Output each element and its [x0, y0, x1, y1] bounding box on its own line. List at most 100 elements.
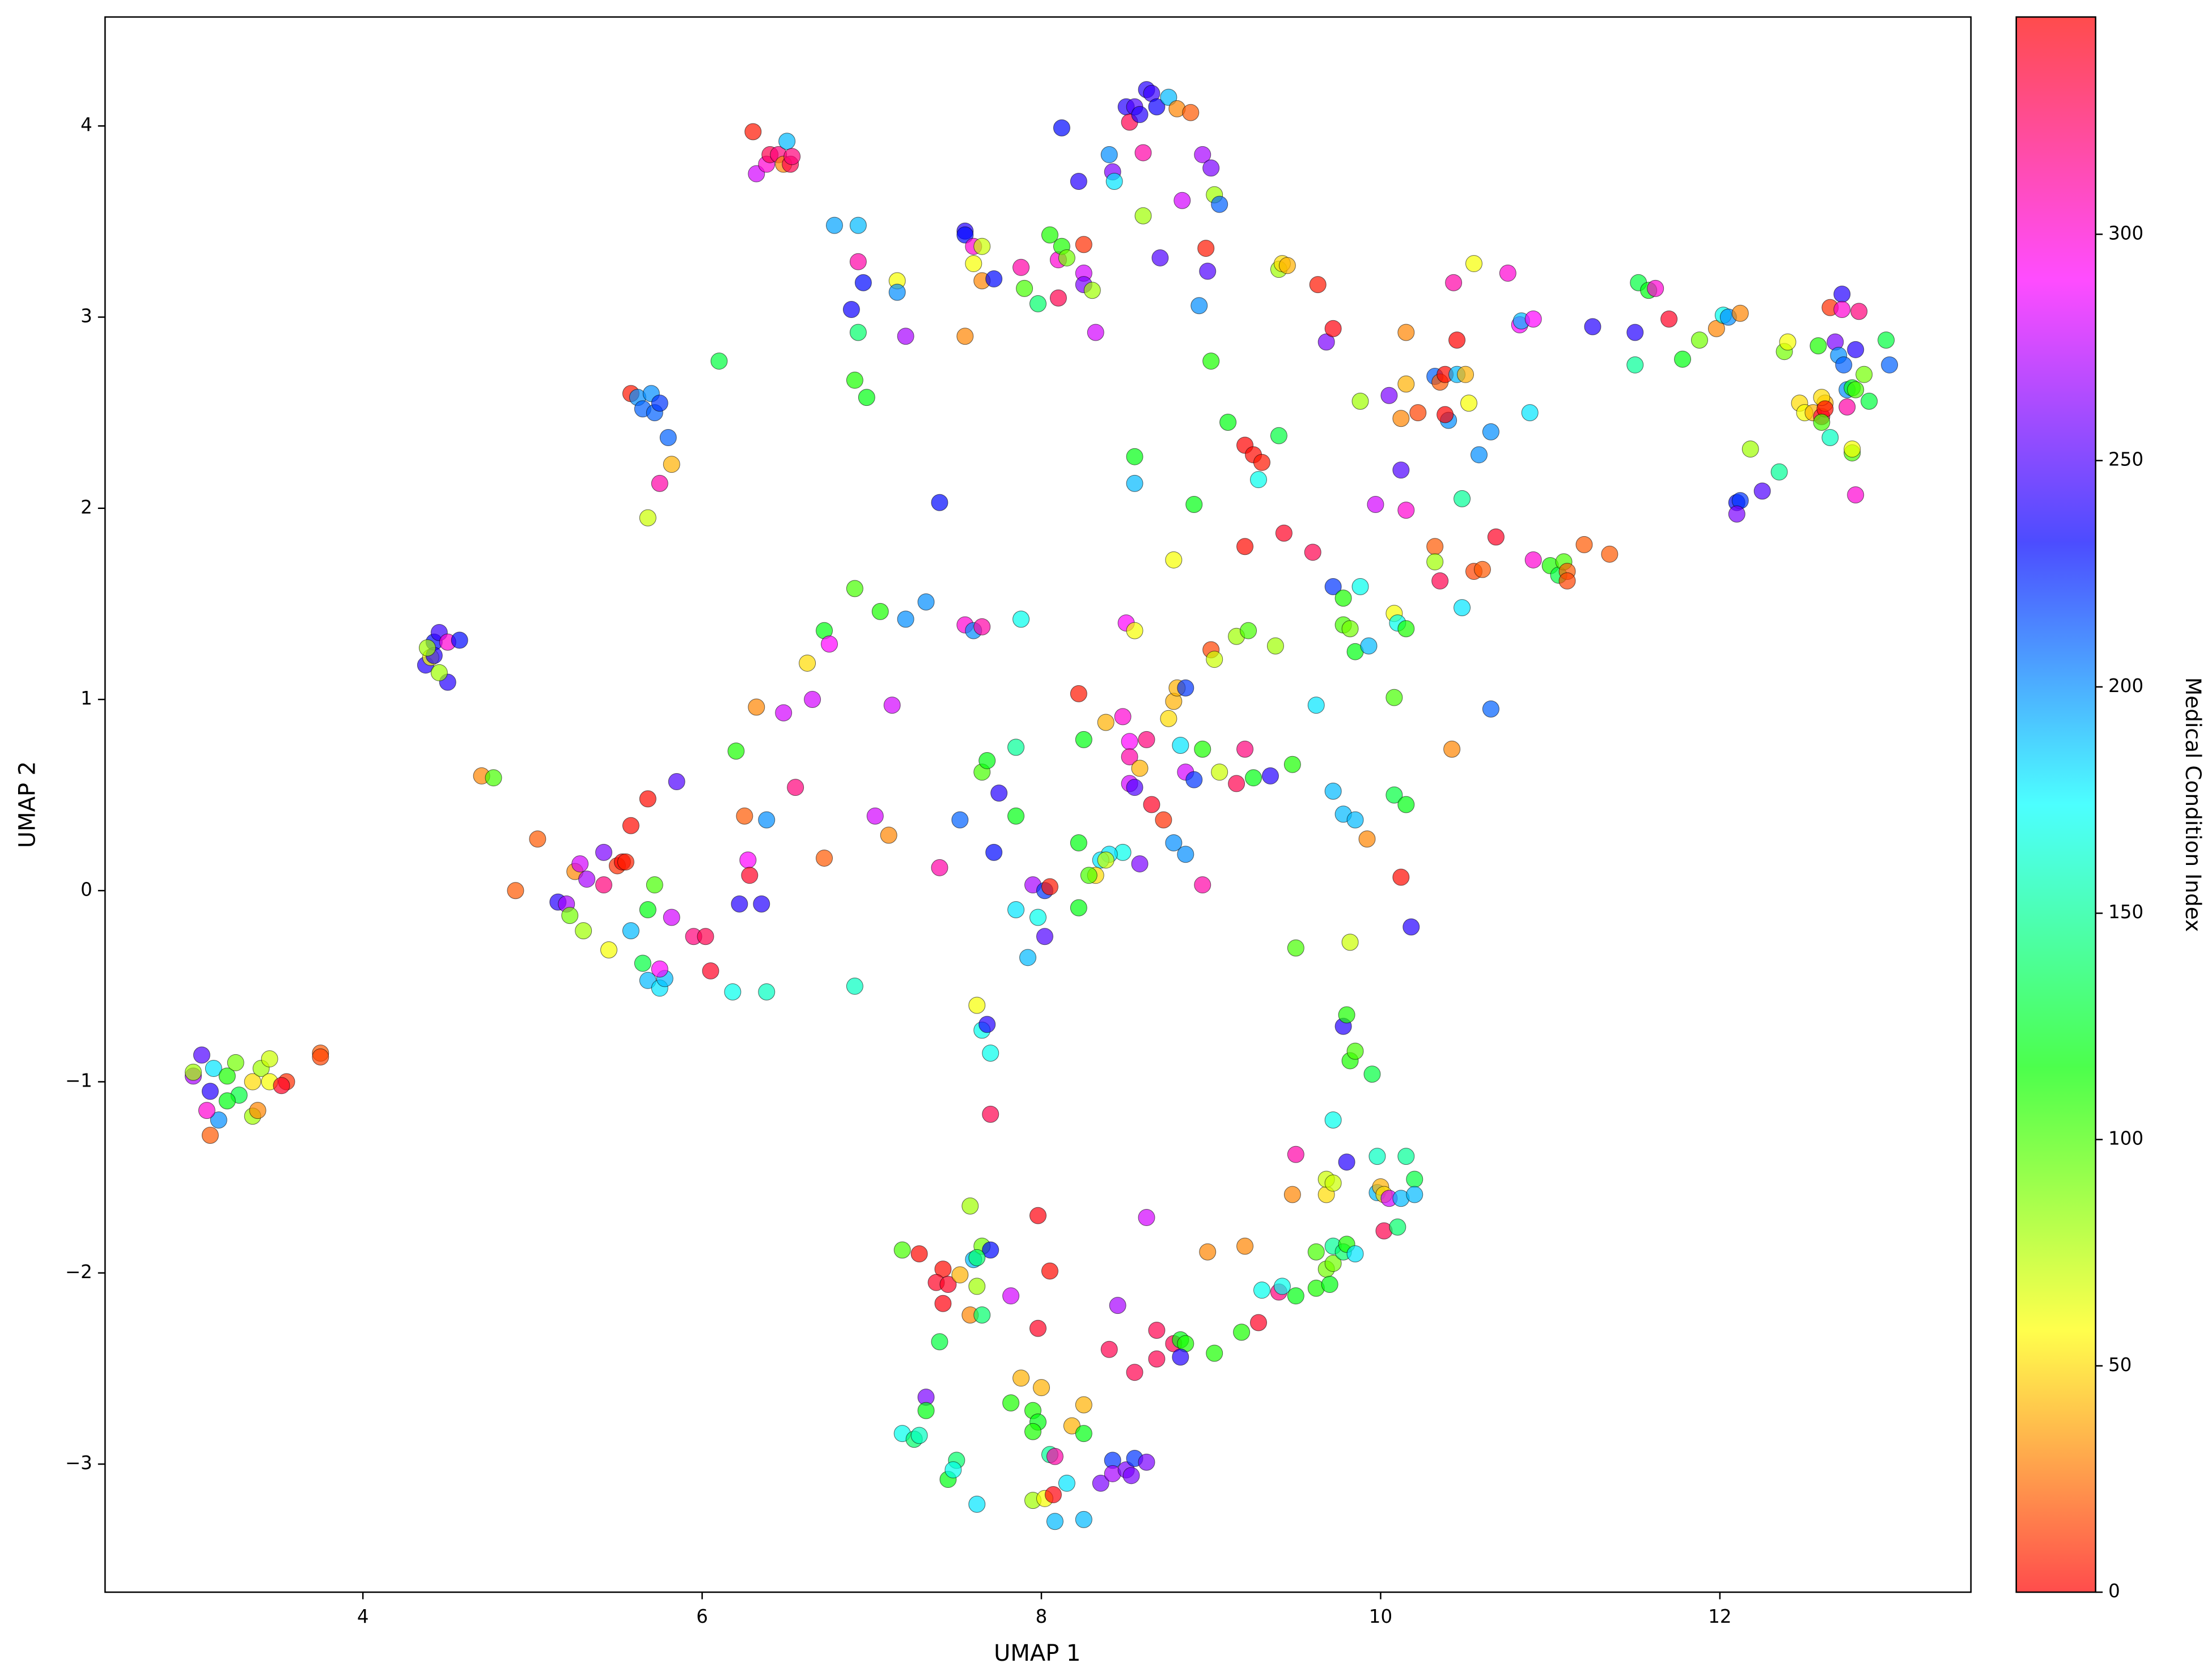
point	[1261, 767, 1279, 784]
point	[956, 328, 974, 345]
point	[1172, 1348, 1189, 1366]
point	[1126, 448, 1143, 465]
point	[741, 867, 758, 884]
point	[1838, 398, 1856, 416]
point	[866, 807, 884, 825]
point	[1049, 289, 1067, 307]
point	[622, 922, 639, 940]
point	[1850, 303, 1868, 320]
point	[1397, 1148, 1415, 1165]
point	[1148, 1350, 1166, 1368]
point	[1148, 1322, 1166, 1339]
point	[1287, 1287, 1304, 1305]
point	[849, 253, 867, 270]
colorbar-tick-label: 250	[2108, 449, 2143, 470]
point	[201, 1083, 219, 1100]
point	[917, 1402, 935, 1419]
point	[1833, 286, 1851, 303]
colorbar-tick-label: 50	[2108, 1354, 2132, 1376]
point	[931, 1333, 948, 1351]
point	[1007, 807, 1025, 825]
point	[1460, 394, 1478, 412]
point	[1131, 760, 1149, 777]
point	[951, 1266, 969, 1284]
point	[1194, 740, 1211, 758]
point	[748, 698, 765, 716]
y-axis-label: UMAP 2	[14, 761, 40, 848]
point	[1524, 310, 1542, 328]
point	[1012, 610, 1030, 628]
point	[1471, 446, 1488, 464]
point	[893, 1241, 911, 1259]
point	[739, 851, 757, 869]
point	[951, 811, 969, 829]
point	[858, 389, 875, 406]
point	[1134, 144, 1152, 162]
point	[854, 274, 872, 291]
point	[1041, 1262, 1058, 1280]
point	[846, 580, 863, 597]
point	[1228, 775, 1245, 792]
point	[1240, 622, 1257, 639]
point	[842, 301, 860, 319]
point	[1283, 756, 1301, 773]
colorbar-tick-label: 300	[2108, 222, 2143, 244]
point	[1100, 146, 1118, 163]
point	[1482, 700, 1499, 718]
point	[1454, 490, 1471, 507]
point	[1397, 620, 1415, 638]
colorbar-tick-label: 150	[2108, 901, 2143, 923]
point	[1182, 104, 1200, 121]
point	[1779, 333, 1796, 351]
point	[849, 217, 867, 234]
point	[1499, 264, 1516, 282]
point	[1126, 474, 1143, 492]
point	[973, 1306, 991, 1324]
point	[1041, 878, 1058, 896]
point	[1165, 834, 1183, 851]
point	[1002, 1394, 1020, 1412]
point	[1266, 637, 1284, 655]
point	[968, 1278, 986, 1295]
point	[799, 654, 816, 672]
point	[944, 1461, 962, 1479]
point	[1346, 1042, 1364, 1060]
point	[201, 1126, 219, 1144]
point	[1058, 1474, 1075, 1492]
point	[218, 1067, 236, 1085]
y-tick-label: −1	[65, 1070, 92, 1092]
point	[1324, 578, 1342, 596]
point	[783, 148, 801, 166]
point	[1131, 855, 1149, 873]
point	[973, 618, 991, 635]
point	[651, 394, 668, 412]
point	[1346, 1245, 1364, 1263]
point	[639, 790, 656, 808]
point	[1105, 173, 1123, 190]
point	[1041, 226, 1058, 244]
point	[218, 1092, 236, 1110]
point	[956, 226, 974, 244]
point	[1287, 939, 1304, 957]
point	[1029, 1207, 1047, 1224]
point	[1731, 304, 1749, 322]
point	[1155, 811, 1172, 829]
point	[1177, 679, 1194, 697]
point	[778, 133, 796, 150]
point	[1426, 553, 1444, 571]
point	[1151, 249, 1169, 266]
point	[1273, 1278, 1291, 1295]
point	[1363, 1066, 1381, 1083]
point	[702, 962, 719, 979]
point	[651, 960, 668, 978]
point	[1346, 811, 1364, 829]
point	[1813, 413, 1830, 431]
point	[1211, 196, 1228, 213]
point	[1448, 331, 1466, 349]
point	[1392, 868, 1410, 886]
y-tick-label: −2	[65, 1261, 92, 1283]
point	[917, 593, 935, 611]
point	[910, 1245, 928, 1263]
point	[1317, 333, 1335, 351]
point	[1087, 324, 1104, 341]
